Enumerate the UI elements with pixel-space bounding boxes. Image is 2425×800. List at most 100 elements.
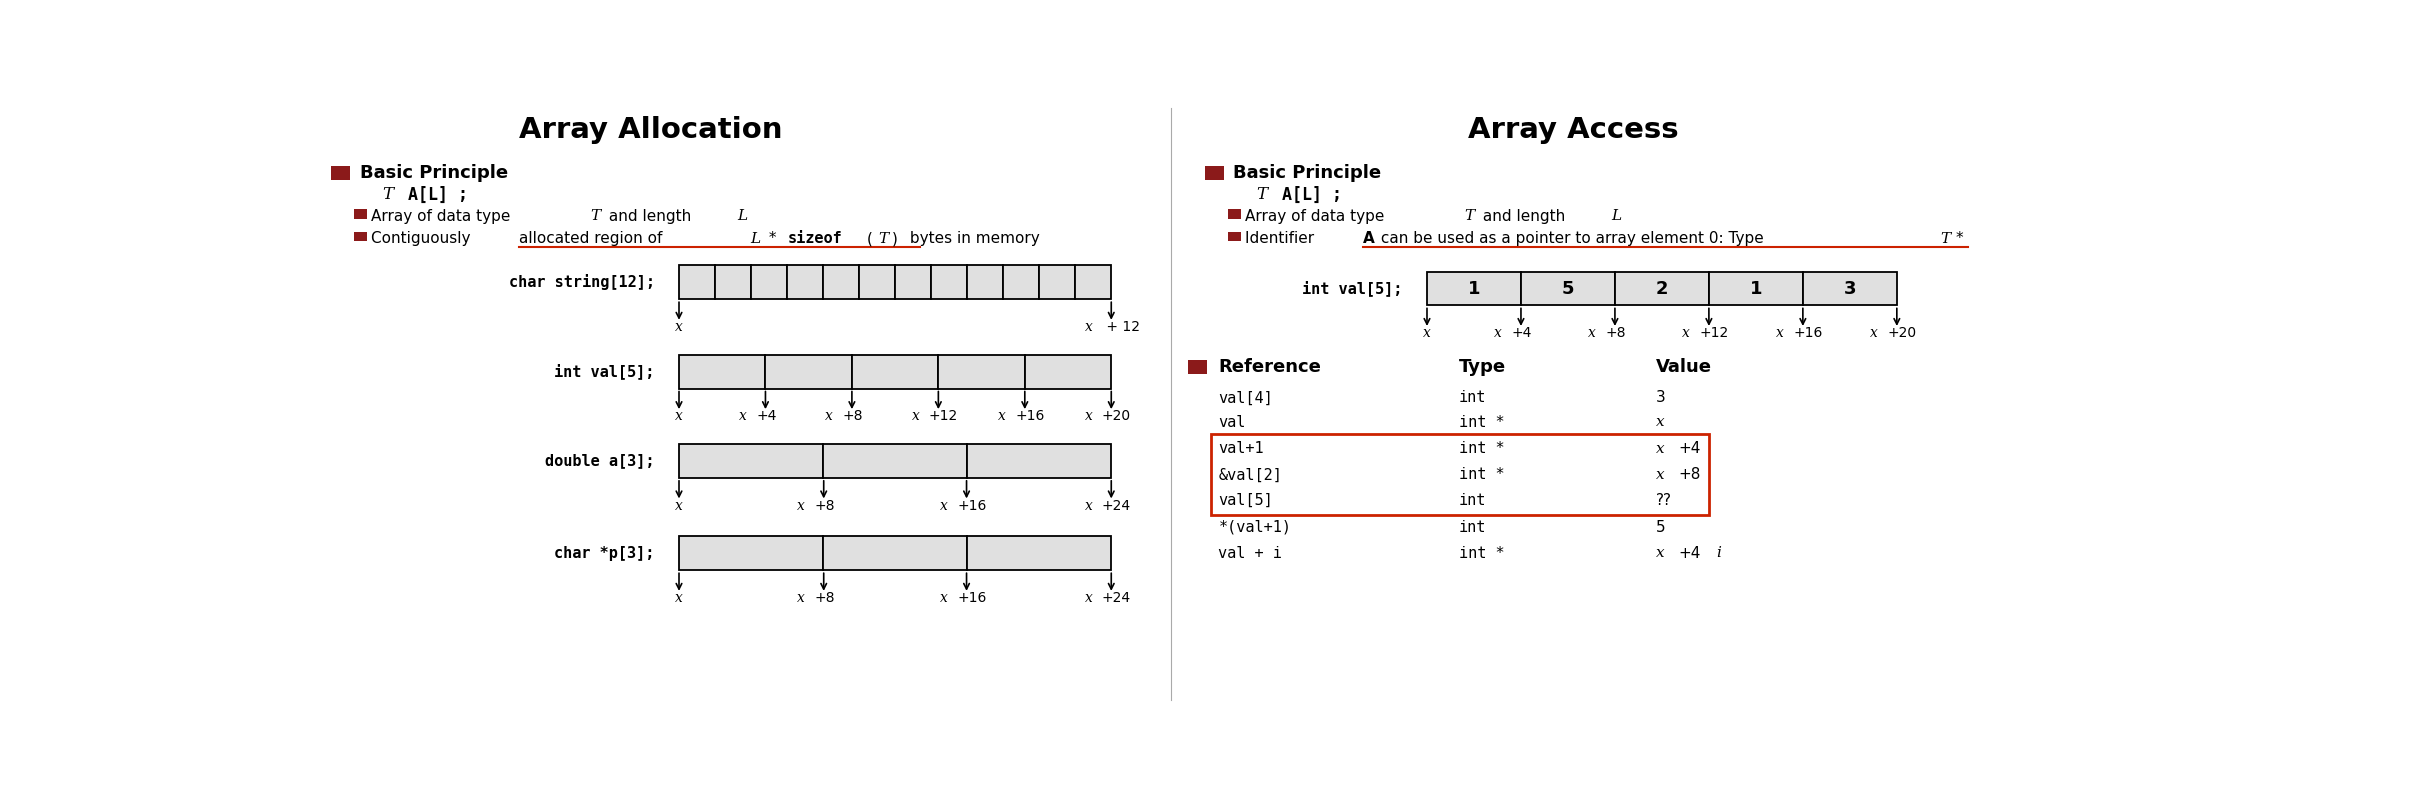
Text: +4: +4 xyxy=(1511,326,1533,340)
Text: 1: 1 xyxy=(1748,279,1763,298)
Text: Basic Principle: Basic Principle xyxy=(1234,164,1382,182)
Bar xyxy=(1188,360,1208,374)
Text: x: x xyxy=(1423,326,1431,340)
Text: i: i xyxy=(1717,546,1722,560)
Text: Basic Principle: Basic Principle xyxy=(359,164,507,182)
Text: 1: 1 xyxy=(1467,279,1479,298)
Text: 2: 2 xyxy=(1656,279,1668,298)
Text: val: val xyxy=(1217,415,1246,430)
Text: +12: +12 xyxy=(929,410,958,423)
Bar xyxy=(1026,354,1111,389)
Text: +8: +8 xyxy=(815,591,834,605)
Text: +8: +8 xyxy=(815,498,834,513)
Text: +4: +4 xyxy=(1678,546,1702,561)
Text: A[L] ;: A[L] ; xyxy=(1283,186,1343,203)
Text: int val[5];: int val[5]; xyxy=(1302,281,1402,297)
Text: x: x xyxy=(825,410,834,423)
Text: +20: +20 xyxy=(1887,326,1916,340)
Text: allocated region of: allocated region of xyxy=(519,231,667,246)
Text: int *: int * xyxy=(1460,467,1504,482)
Text: double a[3];: double a[3]; xyxy=(546,454,655,469)
Bar xyxy=(715,266,752,299)
Bar xyxy=(679,444,822,478)
Bar xyxy=(968,266,1004,299)
Text: &val[2]: &val[2] xyxy=(1217,467,1283,482)
Bar xyxy=(1520,271,1615,306)
Text: +4: +4 xyxy=(757,410,776,423)
Bar xyxy=(1615,271,1710,306)
Text: + 12: + 12 xyxy=(1101,320,1140,334)
Text: Array of data type: Array of data type xyxy=(1244,209,1390,224)
Text: T: T xyxy=(592,209,601,223)
Bar xyxy=(851,354,938,389)
Text: char string[12];: char string[12]; xyxy=(509,274,655,290)
Text: val[5]: val[5] xyxy=(1217,494,1273,508)
Text: +16: +16 xyxy=(958,498,987,513)
Text: bytes in memory: bytes in memory xyxy=(905,231,1040,246)
Text: 3: 3 xyxy=(1843,279,1855,298)
Bar xyxy=(679,537,822,570)
Text: Value: Value xyxy=(1656,358,1712,376)
Bar xyxy=(332,166,349,180)
Text: ): ) xyxy=(892,231,897,246)
Bar xyxy=(1227,209,1242,218)
Text: x: x xyxy=(674,320,684,334)
Bar xyxy=(1074,266,1111,299)
Text: val + i: val + i xyxy=(1217,546,1283,561)
Bar xyxy=(822,266,858,299)
Text: x: x xyxy=(1656,546,1666,560)
Text: x: x xyxy=(912,410,919,423)
Text: int val[5];: int val[5]; xyxy=(555,364,655,379)
Text: x: x xyxy=(1870,326,1877,340)
Bar xyxy=(1210,434,1710,515)
Text: can be used as a pointer to array element 0: Type: can be used as a pointer to array elemen… xyxy=(1377,231,1768,246)
Text: x: x xyxy=(798,591,805,605)
Text: x: x xyxy=(1656,442,1666,456)
Text: T: T xyxy=(383,186,393,203)
Text: A: A xyxy=(1363,231,1375,246)
Text: +24: +24 xyxy=(1101,591,1130,605)
Text: x: x xyxy=(1683,326,1690,340)
Text: char *p[3];: char *p[3]; xyxy=(555,546,655,561)
Text: x: x xyxy=(1656,468,1666,482)
Bar xyxy=(931,266,968,299)
Text: x: x xyxy=(1494,326,1501,340)
Text: x: x xyxy=(674,591,684,605)
Text: +4: +4 xyxy=(1678,442,1702,457)
Bar xyxy=(354,209,366,218)
Text: T: T xyxy=(878,232,888,246)
Text: x: x xyxy=(999,410,1006,423)
Text: L: L xyxy=(737,209,747,223)
Text: +24: +24 xyxy=(1101,498,1130,513)
Text: Array Allocation: Array Allocation xyxy=(519,116,783,144)
Bar xyxy=(354,231,366,242)
Text: Reference: Reference xyxy=(1217,358,1322,376)
Bar xyxy=(679,354,766,389)
Text: +8: +8 xyxy=(841,410,863,423)
Text: +20: +20 xyxy=(1101,410,1130,423)
Text: *: * xyxy=(1955,231,1962,246)
Text: x: x xyxy=(1775,326,1785,340)
Bar xyxy=(968,444,1111,478)
Text: sizeof: sizeof xyxy=(788,231,844,246)
Text: int: int xyxy=(1460,520,1487,534)
Bar xyxy=(679,266,715,299)
Text: x: x xyxy=(941,498,948,513)
Text: ??: ?? xyxy=(1656,494,1673,508)
Bar xyxy=(858,266,895,299)
Text: x: x xyxy=(1656,415,1666,430)
Bar xyxy=(1227,231,1242,242)
Text: Array Access: Array Access xyxy=(1470,116,1678,144)
Text: x: x xyxy=(1084,591,1094,605)
Text: *(val+1): *(val+1) xyxy=(1217,520,1293,534)
Text: and length: and length xyxy=(1477,209,1569,224)
Text: x: x xyxy=(1588,326,1596,340)
Bar xyxy=(968,537,1111,570)
Text: Identifier: Identifier xyxy=(1244,231,1319,246)
Text: 3: 3 xyxy=(1656,390,1666,406)
Text: x: x xyxy=(1084,410,1094,423)
Text: (: ( xyxy=(868,231,873,246)
Text: x: x xyxy=(1084,320,1094,334)
Bar xyxy=(1205,166,1225,180)
Text: +16: +16 xyxy=(958,591,987,605)
